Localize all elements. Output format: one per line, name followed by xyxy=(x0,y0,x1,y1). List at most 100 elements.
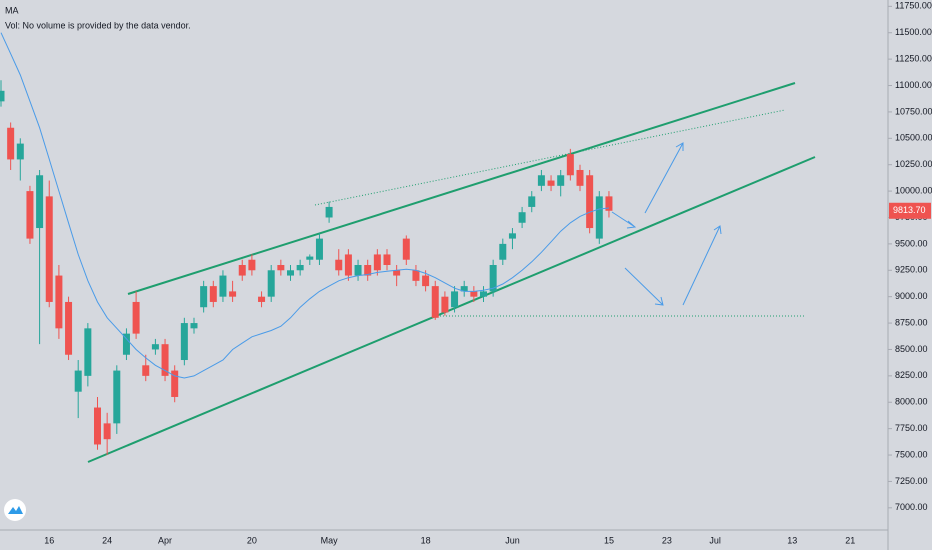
candle-body xyxy=(451,291,459,308)
candle-body xyxy=(586,175,594,229)
candle-body xyxy=(219,275,227,297)
lower-trendline xyxy=(87,156,816,463)
candle-body xyxy=(431,286,439,318)
candle-body xyxy=(190,323,198,329)
candle-body xyxy=(412,270,420,281)
candle-body xyxy=(306,256,314,260)
x-tick-label: Jul xyxy=(709,535,721,545)
candle-body xyxy=(161,344,169,376)
projection-arrows xyxy=(611,142,722,306)
candle-body xyxy=(16,143,24,160)
candle-body xyxy=(422,275,430,287)
y-tick-label: 11500.00 xyxy=(895,27,932,37)
candle-body xyxy=(287,270,294,276)
candle-body xyxy=(508,233,516,239)
logo-mark xyxy=(8,506,23,514)
drawings xyxy=(87,82,816,463)
candle-body xyxy=(7,127,15,160)
candle-body xyxy=(470,291,478,297)
x-tick-label: 18 xyxy=(421,535,431,545)
last-price-label: 9813.70 xyxy=(893,205,926,215)
candle-body xyxy=(441,296,449,313)
arrow xyxy=(644,142,684,214)
candle-body xyxy=(277,265,285,271)
x-tick-label: 15 xyxy=(604,535,614,545)
candle-body xyxy=(229,291,237,297)
candle-body xyxy=(460,286,468,292)
candle-body xyxy=(55,275,63,329)
upper-trendline xyxy=(127,82,796,295)
y-tick-label: 10750.00 xyxy=(895,106,932,116)
x-tick-label: 23 xyxy=(662,535,672,545)
y-tick-label: 11750.00 xyxy=(895,1,932,11)
candle-body xyxy=(595,196,603,239)
y-tick-label: 11000.00 xyxy=(895,80,932,90)
candle-body xyxy=(200,286,208,308)
logo xyxy=(4,499,26,521)
candle-body xyxy=(315,238,323,260)
y-tick-label: 9500.00 xyxy=(895,238,928,248)
candle-body xyxy=(94,407,101,445)
y-tick-label: 7250.00 xyxy=(895,476,928,486)
candle-body xyxy=(344,254,352,276)
candle-body xyxy=(151,344,159,350)
y-tick-label: 11250.00 xyxy=(895,53,932,63)
candle-body xyxy=(605,196,613,211)
candle-body xyxy=(122,333,130,355)
candle-body xyxy=(103,423,111,440)
y-tick-label: 7750.00 xyxy=(895,423,928,433)
candle-body xyxy=(258,296,266,302)
candle-body xyxy=(113,370,121,424)
y-tick-label: 8500.00 xyxy=(895,344,928,354)
candle-body xyxy=(518,212,526,223)
candle-body xyxy=(383,254,391,265)
candles xyxy=(0,80,613,456)
candle-body xyxy=(36,175,44,229)
candle-body xyxy=(528,196,536,207)
y-tick-label: 7000.00 xyxy=(895,502,928,512)
candle-body xyxy=(354,265,362,276)
candle-body xyxy=(45,196,53,302)
x-tick-label: Apr xyxy=(158,535,172,545)
candle-body xyxy=(537,175,545,186)
y-tick-label: 8000.00 xyxy=(895,397,928,407)
y-tick-label: 10000.00 xyxy=(895,185,932,195)
indicator-label: Vol: No volume is provided by the data v… xyxy=(5,20,191,30)
candle-body xyxy=(557,175,565,186)
candle-body xyxy=(132,301,140,334)
candle-body xyxy=(26,191,34,239)
x-tick-label: 24 xyxy=(102,535,112,545)
candle-body xyxy=(238,265,246,276)
candle-body xyxy=(0,90,5,102)
candle-body xyxy=(180,323,188,361)
candle-body xyxy=(335,259,343,271)
dotted-trendline xyxy=(314,109,786,206)
candle-body xyxy=(296,265,304,271)
x-tick-label: Jun xyxy=(505,535,520,545)
candle-body xyxy=(373,254,381,271)
y-tick-label: 8750.00 xyxy=(895,317,928,327)
arrow xyxy=(682,225,722,306)
candle-body xyxy=(576,169,584,186)
x-tick-label: May xyxy=(321,535,339,545)
candle-body xyxy=(142,365,150,376)
candle-body xyxy=(84,328,92,376)
candle-body xyxy=(402,238,410,260)
ma-line xyxy=(0,32,610,379)
indicator-label: MA xyxy=(5,5,19,15)
x-tick-label: 16 xyxy=(44,535,54,545)
last-price-box xyxy=(889,202,931,219)
x-tick-label: 13 xyxy=(787,535,797,545)
candle-body xyxy=(489,265,497,292)
x-tick-label: 21 xyxy=(845,535,855,545)
y-tick-label: 10250.00 xyxy=(895,159,932,169)
candle-body xyxy=(74,370,82,392)
y-tick-label: 7500.00 xyxy=(895,449,928,459)
candle-body xyxy=(480,291,487,297)
y-tick-label: 10500.00 xyxy=(895,133,932,143)
candle-body xyxy=(209,286,217,302)
candle-body xyxy=(267,270,275,297)
arrow xyxy=(624,267,664,306)
